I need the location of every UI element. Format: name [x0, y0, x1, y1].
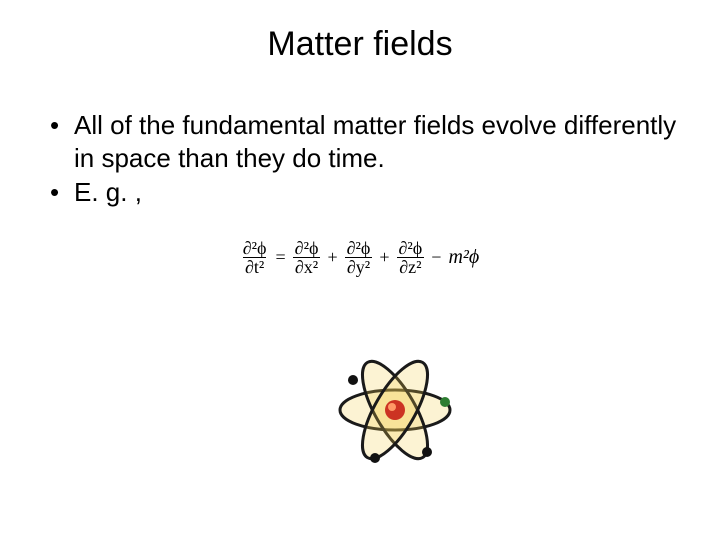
bullet-item: • All of the fundamental matter fields e… — [50, 109, 680, 174]
bullet-item: • E. g. , — [50, 176, 680, 209]
bullet-list: • All of the fundamental matter fields e… — [50, 109, 680, 209]
bullet-text: All of the fundamental matter fields evo… — [74, 109, 680, 174]
equation-op: − — [430, 247, 442, 268]
equation: ∂²ϕ ∂t² = ∂²ϕ ∂x² + ∂²ϕ ∂y² + ∂²ϕ ∂z² − … — [40, 237, 680, 278]
equation-fraction: ∂²ϕ ∂x² — [293, 239, 321, 278]
bullet-dot: • — [50, 109, 74, 174]
equation-op: = — [275, 247, 287, 268]
bullet-text: E. g. , — [74, 176, 680, 209]
atom-icon — [330, 345, 460, 475]
equation-fraction: ∂²ϕ ∂z² — [397, 239, 425, 278]
equation-fraction: ∂²ϕ ∂y² — [345, 239, 373, 278]
bullet-dot: • — [50, 176, 74, 209]
equation-op: + — [326, 247, 338, 268]
equation-fraction-lhs: ∂²ϕ ∂t² — [241, 239, 269, 278]
equation-mass-term: m²ϕ — [448, 246, 479, 269]
slide: Matter fields • All of the fundamental m… — [0, 0, 720, 540]
equation-op: + — [378, 247, 390, 268]
slide-title: Matter fields — [40, 25, 680, 64]
